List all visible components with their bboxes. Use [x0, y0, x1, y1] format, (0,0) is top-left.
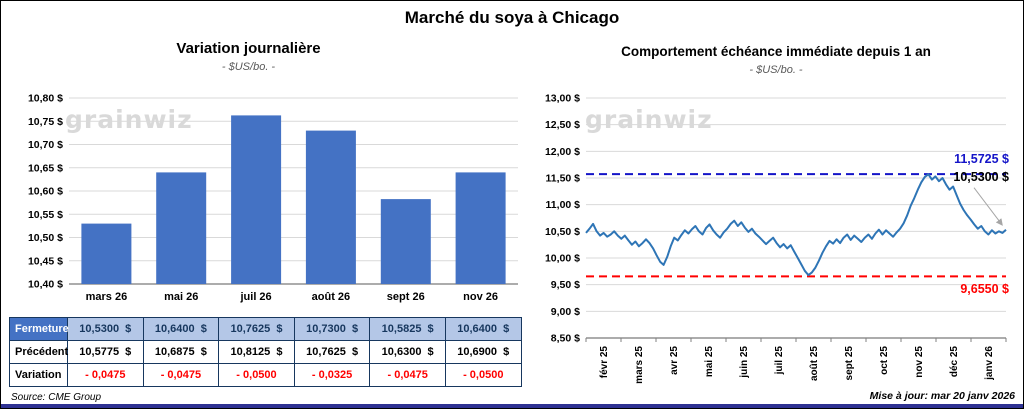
- previous-cell: 10,6875 $: [142, 340, 220, 364]
- variation-cell: - 0,0475: [67, 363, 144, 387]
- month-label: juil 25: [774, 346, 785, 376]
- category-label: mai 26: [164, 291, 198, 303]
- y-tick-label: 10,60 $: [28, 186, 63, 198]
- close-cell: 10,5825 $: [369, 317, 446, 341]
- row-label: Fermeture: [9, 317, 69, 341]
- table-row-variation: Variation - 0,0475 - 0,0475 - 0,0500 - 0…: [9, 363, 522, 387]
- update-date: Mise à jour: mar 20 janv 2026: [869, 390, 1015, 402]
- y-tick-label: 11,50 $: [546, 173, 581, 185]
- month-label: oct 25: [879, 346, 890, 375]
- bar: [455, 172, 506, 284]
- price-line: [585, 173, 1007, 277]
- previous-cell: 10,7625 $: [293, 340, 371, 364]
- y-tick-label: 10,70 $: [28, 139, 63, 151]
- page-title: Marché du soya à Chicago: [404, 8, 620, 27]
- last-value-pointer-arrow: [973, 187, 1003, 226]
- bar: [81, 223, 132, 284]
- month-label: mars 25: [634, 346, 645, 384]
- table-row-precedent: Précédent 10,5775 $ 10,6875 $ 10,8125 $ …: [9, 340, 522, 364]
- bar: [305, 130, 356, 284]
- category-label: sept 26: [387, 291, 425, 303]
- month-label: août 25: [809, 346, 820, 381]
- table-row-fermeture: Fermeture 10,5300 $ 10,6400 $ 10,7625 $ …: [9, 317, 522, 341]
- month-label: avr 25: [669, 346, 680, 375]
- month-label: janv 26: [984, 346, 995, 381]
- close-cell: 10,6400 $: [444, 317, 522, 341]
- month-label: déc 25: [949, 346, 960, 378]
- previous-cell: 10,6300 $: [369, 340, 446, 364]
- y-tick-label: 13,00 $: [545, 93, 580, 105]
- category-label: août 26: [312, 291, 351, 303]
- y-tick-label: 10,00 $: [545, 253, 580, 265]
- y-tick-label: 9,00 $: [551, 306, 580, 318]
- y-tick-label: 12,50 $: [545, 119, 580, 131]
- bar: [231, 115, 282, 285]
- close-cell: 10,6400 $: [142, 317, 220, 341]
- close-cell: 10,5300 $: [67, 317, 144, 341]
- previous-cell: 10,8125 $: [218, 340, 295, 364]
- variation-cell: - 0,0500: [444, 363, 522, 387]
- close-cell: 10,7300 $: [293, 317, 371, 341]
- y-tick-label: 9,50 $: [551, 279, 580, 291]
- y-tick-label: 10,50 $: [545, 226, 580, 238]
- variation-cell: - 0,0500: [218, 363, 295, 387]
- month-label: juin 25: [739, 346, 750, 379]
- month-label: févr 25: [599, 346, 610, 379]
- y-tick-label: 8,50 $: [551, 333, 580, 345]
- line-chart-title: Comportement échéance immédiate depuis 1…: [621, 44, 931, 59]
- y-tick-label: 10,45 $: [28, 255, 63, 267]
- y-tick-label: 11,00 $: [546, 199, 581, 211]
- resistance-value-label: 11,5725 $: [954, 152, 1009, 166]
- variation-cell: - 0,0475: [369, 363, 446, 387]
- y-tick-label: 12,00 $: [545, 146, 580, 158]
- line-chart-subtitle: - $US/bo. -: [749, 64, 803, 76]
- variation-cell: - 0,0325: [293, 363, 371, 387]
- row-label: Précédent: [9, 340, 68, 364]
- y-tick-label: 10,40 $: [28, 279, 63, 291]
- row-label: Variation: [9, 363, 68, 387]
- category-label: juil 26: [239, 291, 271, 303]
- month-label: sept 25: [844, 346, 855, 381]
- previous-cell: 10,5775 $: [67, 340, 144, 364]
- bottom-accent-bar: [1, 404, 1023, 408]
- bar-chart-subtitle: - $US/bo. -: [221, 61, 276, 73]
- y-tick-label: 10,65 $: [28, 162, 63, 174]
- y-tick-label: 10,55 $: [28, 209, 63, 221]
- front-month-line-chart: 13,00 $ 12,50 $ 12,00 $ 11,50 $ 11,00 $ 10,50…: [545, 93, 1007, 384]
- source-note: Source: CME Group: [11, 392, 102, 403]
- close-cell: 10,7625 $: [218, 317, 295, 341]
- bar-chart-title: Variation journalière: [176, 40, 321, 57]
- support-value-label: 9,6550 $: [960, 282, 1009, 296]
- category-label: mars 26: [86, 291, 128, 303]
- quotes-table: Fermeture 10,5300 $ 10,6400 $ 10,7625 $ …: [9, 317, 522, 387]
- y-tick-label: 10,80 $: [28, 93, 63, 105]
- previous-cell: 10,6900 $: [444, 340, 522, 364]
- last-value-label: 10,5300 $: [953, 170, 1009, 184]
- category-label: nov 26: [463, 291, 498, 303]
- variation-cell: - 0,0475: [142, 363, 220, 387]
- y-tick-label: 10,50 $: [28, 232, 63, 244]
- daily-variation-bar-chart: 10,80 $ 10,75 $ 10,70 $ 10,65 $ 10,60 $ 10,55…: [28, 93, 518, 303]
- bar: [156, 172, 207, 284]
- month-label: mai 25: [704, 346, 715, 378]
- y-tick-label: 10,75 $: [28, 116, 63, 128]
- bar: [380, 199, 431, 284]
- month-label: nov 25: [914, 346, 925, 378]
